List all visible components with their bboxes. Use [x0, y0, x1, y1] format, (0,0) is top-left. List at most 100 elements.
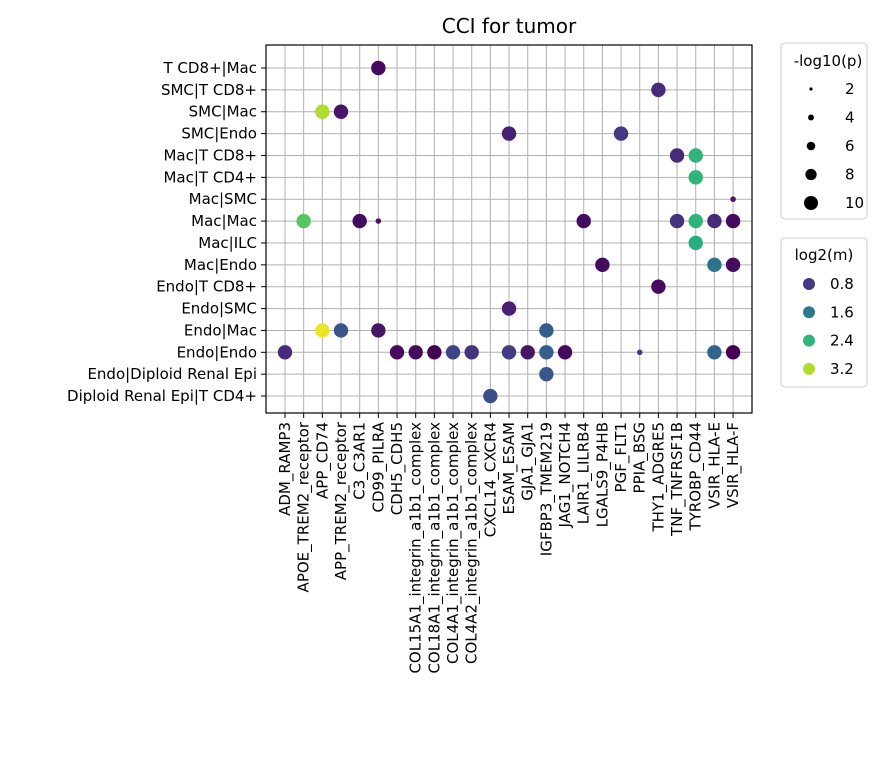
y-tick-label: Endo|Mac: [184, 321, 257, 339]
data-point: [669, 213, 685, 229]
color-legend: log2(m) 0.8 1.6 2.4 3.2: [780, 237, 868, 388]
size-legend-marker: [808, 114, 814, 121]
data-point: [464, 345, 479, 360]
data-point: [352, 213, 367, 229]
size-legend-label: 8: [845, 166, 855, 184]
size-legend-label: 2: [845, 80, 855, 98]
y-tick-label: Mac|ILC: [198, 234, 257, 252]
data-point: [501, 345, 517, 360]
data-point: [688, 148, 703, 163]
y-tick-label: Mac|T CD8+: [163, 146, 257, 164]
y-tick-label: Mac|Mac: [191, 212, 257, 230]
x-tick-label: TYROBP_CD44: [687, 422, 706, 532]
color-legend-title: log2(m): [795, 246, 854, 264]
x-tick-label: COL18A1_integrin_a1b1_complex: [425, 422, 444, 674]
data-point: [371, 60, 386, 76]
size-legend-marker: [809, 87, 813, 91]
y-tick-label: Mac|Endo: [184, 256, 257, 274]
x-tick-label: APP_TREM2_receptor: [332, 421, 351, 580]
x-tick-label: LAIR1_LILRB4: [575, 422, 594, 524]
data-point: [636, 349, 643, 356]
data-point: [483, 388, 498, 404]
data-point: [725, 213, 741, 229]
x-tick-label: ADM_RAMP3: [276, 422, 295, 516]
size-legend-label: 10: [845, 194, 864, 212]
y-tick-label: Diploid Renal Epi|T CD4+: [67, 387, 257, 405]
size-legend: -log10(p) 2 4 6 8 10: [780, 42, 868, 220]
x-tick-label: COL4A2_integrin_a1b1_complex: [463, 422, 482, 664]
y-tick-label: SMC|T CD8+: [161, 81, 257, 99]
y-tick-label: Endo|Diploid Renal Epi: [87, 365, 257, 383]
data-point: [688, 213, 703, 229]
data-point: [725, 345, 741, 360]
color-legend-marker: [803, 334, 815, 347]
x-tick-label: CD99_PILRA: [369, 421, 388, 512]
data-point: [651, 279, 666, 294]
color-legend-frame: [780, 237, 868, 388]
data-point: [539, 366, 554, 382]
color-legend-marker: [803, 362, 815, 375]
data-point: [557, 345, 573, 360]
data-point: [408, 345, 423, 360]
data-point: [371, 323, 386, 338]
color-legend-marker: [803, 306, 815, 319]
data-point: [427, 345, 442, 360]
x-tick-label: PPIA_BSG: [631, 422, 650, 493]
size-legend-title: -log10(p): [794, 52, 863, 70]
x-tick-label: THY1_ADGRE5: [649, 422, 668, 533]
y-tick-label: Endo|SMC: [181, 300, 257, 318]
color-legend-label: 0.8: [830, 275, 854, 293]
data-point: [389, 345, 405, 360]
data-point: [333, 104, 349, 119]
x-tick-label: APOE_TREM2_receptor: [295, 421, 314, 592]
data-point: [651, 82, 666, 98]
x-tick-label: COL15A1_integrin_a1b1_complex: [407, 422, 426, 674]
size-legend-marker: [804, 196, 818, 210]
data-point: [296, 213, 311, 229]
size-legend-marker: [806, 141, 816, 151]
data-point: [688, 170, 703, 185]
data-point: [576, 213, 591, 229]
data-point: [315, 104, 330, 119]
y-tick-label: Endo|T CD8+: [156, 278, 257, 296]
data-point: [725, 257, 741, 273]
data-point: [501, 126, 517, 141]
y-tick-label: SMC|Mac: [189, 103, 257, 121]
data-point: [375, 218, 382, 224]
x-tick-label: ESAM_ESAM: [500, 422, 519, 514]
data-point: [520, 345, 535, 360]
x-tick-label: C3_C3AR1: [351, 422, 370, 500]
y-tick-label: Endo|Endo: [177, 343, 257, 361]
color-legend-marker: [803, 278, 815, 290]
y-tick-label: Mac|T CD4+: [163, 168, 257, 186]
x-tick-label: VSIR_HLA-F: [724, 422, 743, 508]
data-point: [730, 196, 736, 203]
data-point: [707, 345, 722, 360]
data-point: [613, 126, 629, 141]
y-tick-label: Mac|SMC: [189, 190, 257, 208]
y-tick-label: T CD8+|Mac: [162, 59, 257, 77]
data-point: [707, 213, 722, 229]
x-axis: ADM_RAMP3 APOE_TREM2_receptor APP_CD74 APP_…: [276, 413, 743, 674]
x-tick-label: PGF_FLT1: [612, 422, 631, 492]
x-tick-label: VSIR_HLA-E: [705, 422, 724, 509]
color-legend-label: 2.4: [830, 332, 854, 350]
x-tick-label: TNF_TNFRSF1B: [668, 422, 687, 537]
data-point: [315, 323, 330, 338]
data-point: [277, 345, 293, 360]
x-tick-label: COL4A1_integrin_a1b1_complex: [444, 422, 463, 664]
x-tick-label: CDH5_CDH5: [388, 422, 407, 515]
data-point: [688, 235, 703, 251]
size-legend-label: 4: [845, 109, 855, 127]
data-point: [501, 301, 517, 316]
size-legend-frame: [780, 42, 868, 220]
data-point: [669, 148, 685, 163]
x-tick-label: APP_CD74: [313, 422, 332, 499]
data-point: [707, 257, 722, 273]
y-tick-label: SMC|Endo: [181, 125, 257, 143]
size-legend-marker: [805, 168, 817, 181]
y-axis: T CD8+|Mac SMC|T CD8+ SMC|Mac SMC|Endo Mac|T…: [67, 59, 266, 405]
data-point: [595, 257, 610, 273]
color-legend-label: 1.6: [830, 303, 854, 321]
